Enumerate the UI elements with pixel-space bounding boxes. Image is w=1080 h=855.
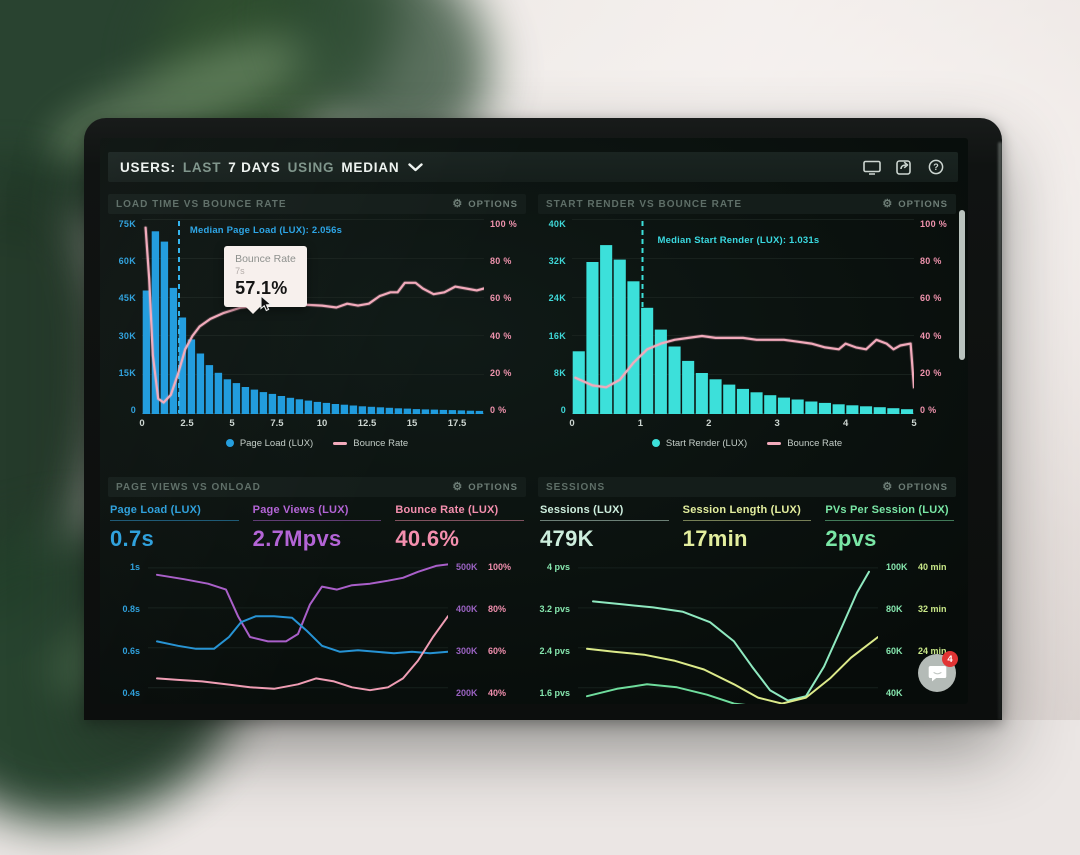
title-segment: LAST xyxy=(183,160,221,175)
titlebar-toolbar: ? xyxy=(862,158,946,176)
chart-legend: Start Render (LUX) Bounce Rate xyxy=(538,433,956,453)
median-annotation: Median Start Render (LUX): 1.031s xyxy=(658,235,820,246)
chat-bubble-icon xyxy=(928,665,947,682)
tooltip-title: Bounce Rate xyxy=(235,253,296,265)
date-range-dropdown[interactable]: USERS: LAST 7 DAYS USING MEDIAN xyxy=(120,160,423,175)
load-time-chart[interactable]: Median Page Load (LUX): 2.056s Bounce Ra… xyxy=(142,219,484,415)
sessions-chart[interactable] xyxy=(578,560,878,704)
gear-icon: ⚙ xyxy=(882,482,893,493)
svg-text:?: ? xyxy=(933,162,939,172)
stat-underline xyxy=(683,520,812,521)
help-icon[interactable]: ? xyxy=(926,158,946,176)
dashboard-screen: USERS: LAST 7 DAYS USING MEDIAN ? xyxy=(100,138,968,704)
panel-title: SESSIONS xyxy=(546,482,605,493)
chevron-down-icon xyxy=(408,163,423,172)
panel-page-views-vs-onload: PAGE VIEWS VS ONLOAD ⚙ OPTIONS Page Load… xyxy=(108,477,526,704)
stat-underline xyxy=(825,520,954,521)
stat-value: 40.6% xyxy=(395,526,524,552)
panel-title: START RENDER VS BOUNCE RATE xyxy=(546,199,742,210)
stat-session-length: Session Length (LUX) 17min xyxy=(683,504,812,552)
title-segment: USING xyxy=(288,160,335,175)
stat-underline xyxy=(395,520,524,521)
stat-pvs-per-session: PVs Per Session (LUX) 2pvs xyxy=(825,504,954,552)
stat-value: 479K xyxy=(540,526,669,552)
stat-bounce-rate: Bounce Rate (LUX) 40.6% xyxy=(395,504,524,552)
panel-start-render-vs-bounce-rate: START RENDER VS BOUNCE RATE ⚙ OPTIONS 40… xyxy=(538,194,956,453)
panel-header: START RENDER VS BOUNCE RATE ⚙ OPTIONS xyxy=(538,194,956,214)
legend-item-bounce-rate[interactable]: Bounce Rate xyxy=(333,438,408,449)
stat-page-views: Page Views (LUX) 2.7Mpvs xyxy=(253,504,382,552)
panel-header: SESSIONS ⚙ OPTIONS xyxy=(538,477,956,497)
page-views-chart[interactable] xyxy=(148,560,448,704)
title-segment: 7 DAYS xyxy=(228,160,280,175)
laptop: USERS: LAST 7 DAYS USING MEDIAN ? xyxy=(84,118,1002,720)
scrollbar-thumb[interactable] xyxy=(959,210,965,360)
stats-row: Page Load (LUX) 0.7s Page Views (LUX) 2.… xyxy=(110,504,524,552)
legend-line-swatch xyxy=(333,442,347,445)
legend-line-swatch xyxy=(767,442,781,445)
legend-item-bounce-rate[interactable]: Bounce Rate xyxy=(767,438,842,449)
stat-underline xyxy=(110,520,239,521)
options-button[interactable]: ⚙ OPTIONS xyxy=(452,482,518,493)
panel-header: PAGE VIEWS VS ONLOAD ⚙ OPTIONS xyxy=(108,477,526,497)
stats-row: Sessions (LUX) 479K Session Length (LUX)… xyxy=(540,504,954,552)
legend-dot-swatch xyxy=(652,439,660,447)
y-axis-right: 100 %80 %60 %40 %20 %0 % xyxy=(914,219,956,415)
panel-header: LOAD TIME VS BOUNCE RATE ⚙ OPTIONS xyxy=(108,194,526,214)
stat-underline xyxy=(540,520,669,521)
y-axis-right: 100 %80 %60 %40 %20 %0 % xyxy=(484,219,526,415)
tooltip-bin: 7s xyxy=(235,266,296,276)
options-button[interactable]: ⚙ OPTIONS xyxy=(882,482,948,493)
stat-sessions: Sessions (LUX) 479K xyxy=(540,504,669,552)
share-icon[interactable] xyxy=(894,158,914,176)
chat-button[interactable]: 4 xyxy=(918,654,956,692)
gear-icon: ⚙ xyxy=(452,482,463,493)
panel-title: PAGE VIEWS VS ONLOAD xyxy=(116,482,261,493)
legend-item-page-load[interactable]: Page Load (LUX) xyxy=(226,438,313,449)
options-button[interactable]: ⚙ OPTIONS xyxy=(452,199,518,210)
gear-icon: ⚙ xyxy=(882,199,893,210)
title-segment: MEDIAN xyxy=(341,160,399,175)
legend-dot-swatch xyxy=(226,439,234,447)
panel-sessions: SESSIONS ⚙ OPTIONS Sessions (LUX) 479K S… xyxy=(538,477,956,704)
stat-value: 2.7Mpvs xyxy=(253,526,382,552)
legend-item-start-render[interactable]: Start Render (LUX) xyxy=(652,438,747,449)
stat-value: 17min xyxy=(683,526,812,552)
stat-value: 2pvs xyxy=(825,526,954,552)
options-button[interactable]: ⚙ OPTIONS xyxy=(882,199,948,210)
start-render-chart[interactable]: Median Start Render (LUX): 1.031s xyxy=(572,219,914,415)
chart-legend: Page Load (LUX) Bounce Rate xyxy=(108,433,526,453)
median-annotation: Median Page Load (LUX): 2.056s xyxy=(190,225,342,236)
dashboard-titlebar: USERS: LAST 7 DAYS USING MEDIAN ? xyxy=(108,152,958,182)
display-icon[interactable] xyxy=(862,158,882,176)
stat-underline xyxy=(253,520,382,521)
notification-badge: 4 xyxy=(942,651,958,667)
gear-icon: ⚙ xyxy=(452,199,463,210)
panel-title: LOAD TIME VS BOUNCE RATE xyxy=(116,199,286,210)
stat-value: 0.7s xyxy=(110,526,239,552)
title-segment: USERS: xyxy=(120,160,176,175)
stat-page-load: Page Load (LUX) 0.7s xyxy=(110,504,239,552)
